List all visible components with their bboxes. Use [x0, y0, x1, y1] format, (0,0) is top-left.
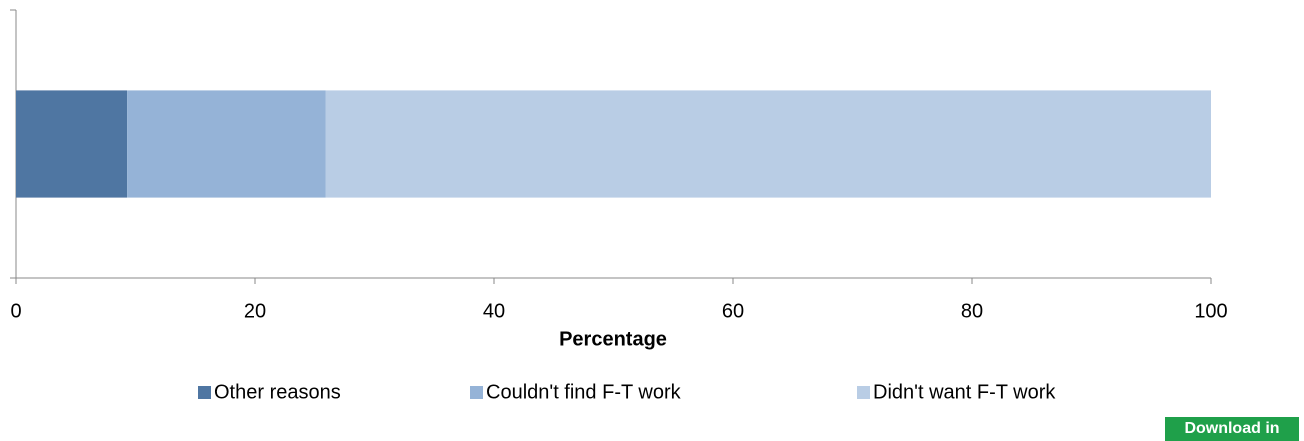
x-tick-label: 80	[961, 300, 983, 322]
x-tick-label: 0	[10, 300, 21, 322]
x-tick-label: 60	[722, 300, 744, 322]
bar-segment	[127, 90, 326, 198]
legend-swatch	[857, 386, 870, 399]
x-axis-label: Percentage	[559, 328, 667, 350]
legend-swatch	[198, 386, 211, 399]
x-tick-label: 40	[483, 300, 505, 322]
legend-swatch	[470, 386, 483, 399]
legend-label: Couldn't find F-T work	[486, 381, 682, 403]
legend-label: Other reasons	[214, 381, 341, 403]
x-tick-label: 100	[1194, 300, 1227, 322]
x-tick-label: 20	[244, 300, 266, 322]
bar-segment	[325, 90, 1211, 198]
download-button[interactable]: Download in excel	[1165, 417, 1299, 441]
legend-label: Didn't want F-T work	[873, 381, 1056, 403]
bar-segment	[16, 90, 128, 198]
